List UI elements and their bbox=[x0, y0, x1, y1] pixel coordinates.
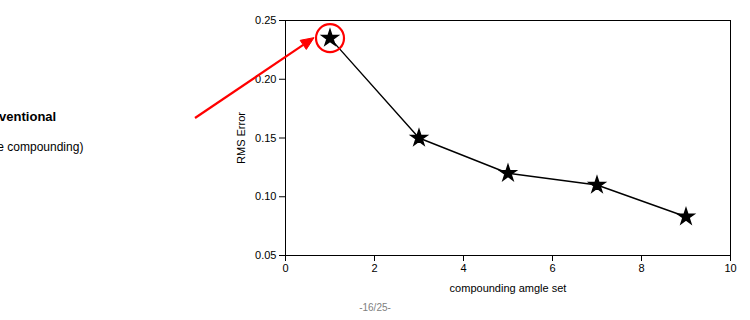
svg-text:(non-angle compounding): (non-angle compounding) bbox=[0, 140, 83, 154]
svg-text:4: 4 bbox=[460, 262, 466, 274]
svg-text:2: 2 bbox=[371, 262, 377, 274]
svg-text:RMS Error: RMS Error bbox=[235, 112, 247, 164]
svg-text:0.05: 0.05 bbox=[255, 249, 276, 261]
svg-text:10: 10 bbox=[724, 262, 736, 274]
svg-text:0.20: 0.20 bbox=[255, 72, 277, 85]
svg-text:Conventional: Conventional bbox=[0, 109, 56, 124]
svg-text:0.15: 0.15 bbox=[255, 132, 276, 144]
svg-text:compounding amgle set: compounding amgle set bbox=[450, 282, 567, 294]
svg-text:0.10: 0.10 bbox=[255, 190, 276, 202]
svg-text:6: 6 bbox=[549, 262, 555, 274]
html-text:-16/25-: -16/25- bbox=[359, 302, 391, 313]
svg-text:8: 8 bbox=[638, 262, 644, 274]
svg-text:0.25: 0.25 bbox=[255, 14, 276, 26]
svg-text:0: 0 bbox=[282, 262, 288, 274]
